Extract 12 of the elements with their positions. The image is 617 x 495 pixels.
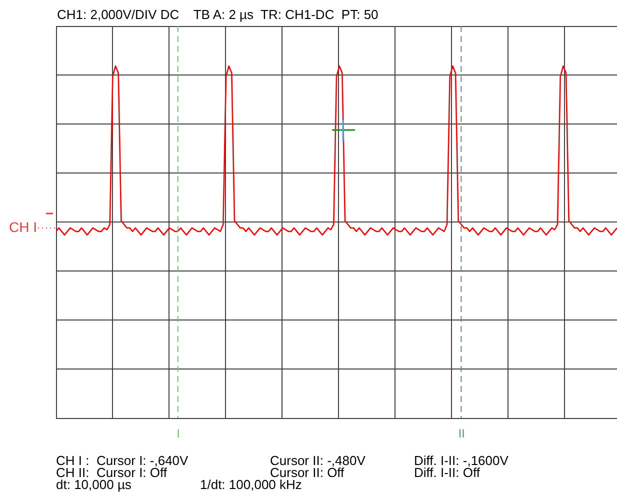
chart-title: CH1: 2,000V/DIV DC TB A: 2 µs TR: CH1-DC PT: 50 (57, 7, 378, 22)
ref-line-label: CH I (9, 218, 37, 235)
text: Cursor II: -,480V (270, 453, 366, 468)
x-tick-label: II (458, 426, 466, 440)
text: Diff. I-II: -,1600V (414, 453, 508, 468)
x-tick-label: I (176, 426, 180, 440)
text: dt: 10,000 µs (56, 477, 132, 492)
text: Cursor II: Off (270, 465, 344, 480)
text: Diff. I-II: Off (414, 465, 480, 480)
text: CH II: Cursor I: Off (56, 465, 168, 480)
text: 1/dt: 100,000 kHz (200, 477, 302, 492)
text: CH I : Cursor I: -,640V (56, 453, 188, 468)
